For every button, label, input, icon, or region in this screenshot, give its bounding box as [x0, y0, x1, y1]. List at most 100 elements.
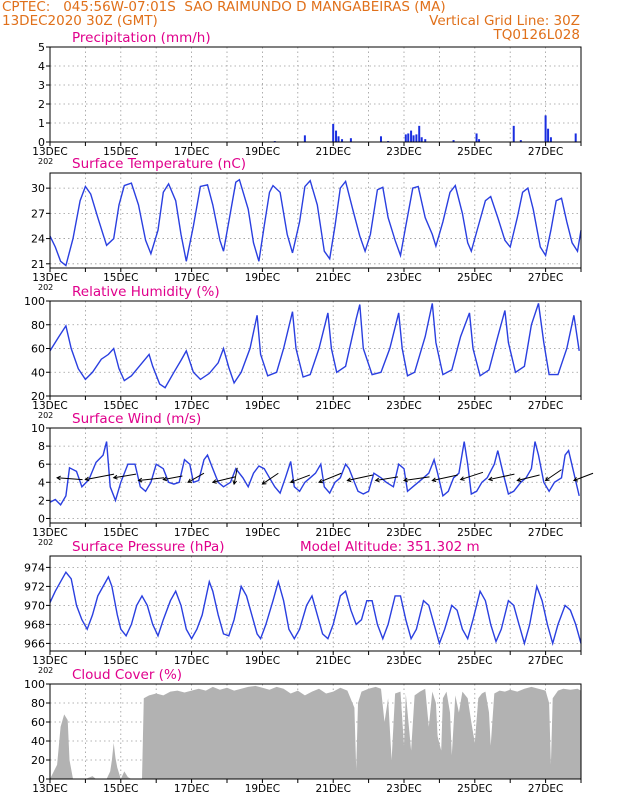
- header-location: CPTEC: 045:56W-07:01S SAO RAIMUNDO D MAN…: [2, 0, 446, 15]
- wind-vector: [573, 472, 594, 481]
- x-tick-label: 15DEC: [103, 400, 138, 412]
- wind-vector-head: [318, 478, 324, 484]
- y-tick-label: 20: [31, 754, 45, 767]
- x-tick-label: 23DEC: [386, 655, 421, 667]
- wind-vector: [517, 474, 540, 481]
- precip-frame: [49, 46, 582, 143]
- y-tick-label: 4: [38, 476, 45, 489]
- x-tick-label: 27DEC: [528, 400, 563, 412]
- y-tick-label: 970: [24, 599, 45, 612]
- y-tick-label: 2: [38, 98, 45, 111]
- x-tick-label: 13DEC: [32, 400, 67, 412]
- y-tick-label: 3: [38, 79, 45, 92]
- cloud-frame: [49, 683, 582, 780]
- x-tick-label: 25DEC: [457, 783, 492, 795]
- precip-bar: [547, 128, 550, 142]
- x-tick-label: 15DEC: [103, 527, 138, 539]
- wind-vector: [233, 467, 238, 485]
- x-tick-label: 25DEC: [457, 146, 492, 158]
- wind-vector-head: [402, 477, 408, 483]
- wind-vector-head: [346, 477, 352, 483]
- precip-bar: [574, 133, 577, 142]
- x-tick-label: 19DEC: [245, 146, 280, 158]
- y-tick-label: 0: [38, 773, 45, 786]
- pres-title: Surface Pressure (hPa): [72, 539, 225, 555]
- precip-bar: [337, 136, 340, 142]
- x-tick-label: 17DEC: [174, 400, 209, 412]
- x-tick-label: 21DEC: [315, 783, 350, 795]
- x-tick-label: 23DEC: [386, 527, 421, 539]
- temp-line: [49, 178, 582, 267]
- precip-bar: [512, 125, 515, 142]
- x-tick-label: 21DEC: [315, 527, 350, 539]
- y-tick-label: 21: [31, 258, 45, 271]
- y-tick-label: 6: [38, 458, 45, 471]
- wind-vector-head: [289, 478, 295, 484]
- y-tick-label: 60: [31, 343, 45, 356]
- y-tick-label: 968: [24, 618, 45, 631]
- x-tick-label: 19DEC: [245, 783, 280, 795]
- precip-bar: [519, 140, 522, 142]
- x-tick-label: 23DEC: [386, 272, 421, 284]
- x-tick-label: 17DEC: [174, 146, 209, 158]
- y-tick-label: 1: [38, 117, 45, 130]
- x-tick-label: 23DEC: [386, 783, 421, 795]
- precip-bar: [424, 139, 427, 142]
- x-tick-label: 21DEC: [315, 146, 350, 158]
- x-year-label: 202: [38, 411, 53, 420]
- x-tick-label: 25DEC: [457, 655, 492, 667]
- rh-title: Relative Humidity (%): [72, 284, 220, 300]
- wind-vector-head: [431, 477, 437, 483]
- x-tick-label: 27DEC: [528, 783, 563, 795]
- header-grid-note: Vertical Grid Line: 30Z: [429, 13, 580, 29]
- x-tick-label: 13DEC: [32, 783, 67, 795]
- wind-vector-head: [487, 476, 493, 482]
- precip-bar: [303, 135, 306, 142]
- y-tick-label: 80: [31, 319, 45, 332]
- wind-vector-head: [211, 479, 217, 484]
- x-tick-label: 25DEC: [457, 527, 492, 539]
- precip-bar: [379, 136, 382, 142]
- wind-vector-head: [516, 477, 522, 482]
- wind-title: Surface Wind (m/s): [72, 411, 201, 427]
- wind-vector: [488, 473, 515, 481]
- x-tick-label: 17DEC: [174, 655, 209, 667]
- x-year-label: 202: [38, 157, 53, 166]
- x-tick-label: 25DEC: [457, 400, 492, 412]
- precip-bar: [418, 125, 421, 142]
- wind-vector-head: [84, 476, 90, 482]
- precip-bar: [341, 139, 344, 142]
- precip-bar: [415, 134, 418, 142]
- precip-bar: [478, 139, 481, 142]
- wind-vector: [163, 475, 183, 481]
- y-tick-label: 8: [38, 440, 45, 453]
- wind-vector: [375, 476, 399, 481]
- wind-line: [49, 441, 580, 507]
- x-tick-label: 17DEC: [174, 527, 209, 539]
- x-year-label: 202: [38, 283, 53, 292]
- wind-vector: [138, 477, 165, 481]
- y-tick-label: 40: [31, 735, 45, 748]
- wind-vector: [545, 469, 562, 481]
- x-year-label: 202: [38, 538, 53, 547]
- cloud-title: Cloud Cover (%): [72, 667, 182, 683]
- wind-vector: [347, 474, 373, 481]
- x-tick-label: 19DEC: [245, 527, 280, 539]
- wind-frame: [49, 427, 582, 524]
- x-tick-label: 15DEC: [103, 272, 138, 284]
- x-tick-label: 13DEC: [32, 272, 67, 284]
- precip-bar: [452, 140, 455, 142]
- y-tick-label: 10: [31, 422, 45, 435]
- y-tick-label: 60: [31, 716, 45, 729]
- wind-vector: [460, 471, 484, 481]
- x-tick-label: 27DEC: [528, 527, 563, 539]
- wind-vector-head: [459, 476, 465, 481]
- pres-line: [49, 570, 582, 647]
- x-tick-label: 25DEC: [457, 272, 492, 284]
- pres-frame: [49, 555, 582, 652]
- header-run-date: 13DEC2020 30Z (GMT): [2, 13, 158, 29]
- x-tick-label: 21DEC: [315, 272, 350, 284]
- precip-bar: [475, 133, 478, 142]
- x-tick-label: 23DEC: [386, 146, 421, 158]
